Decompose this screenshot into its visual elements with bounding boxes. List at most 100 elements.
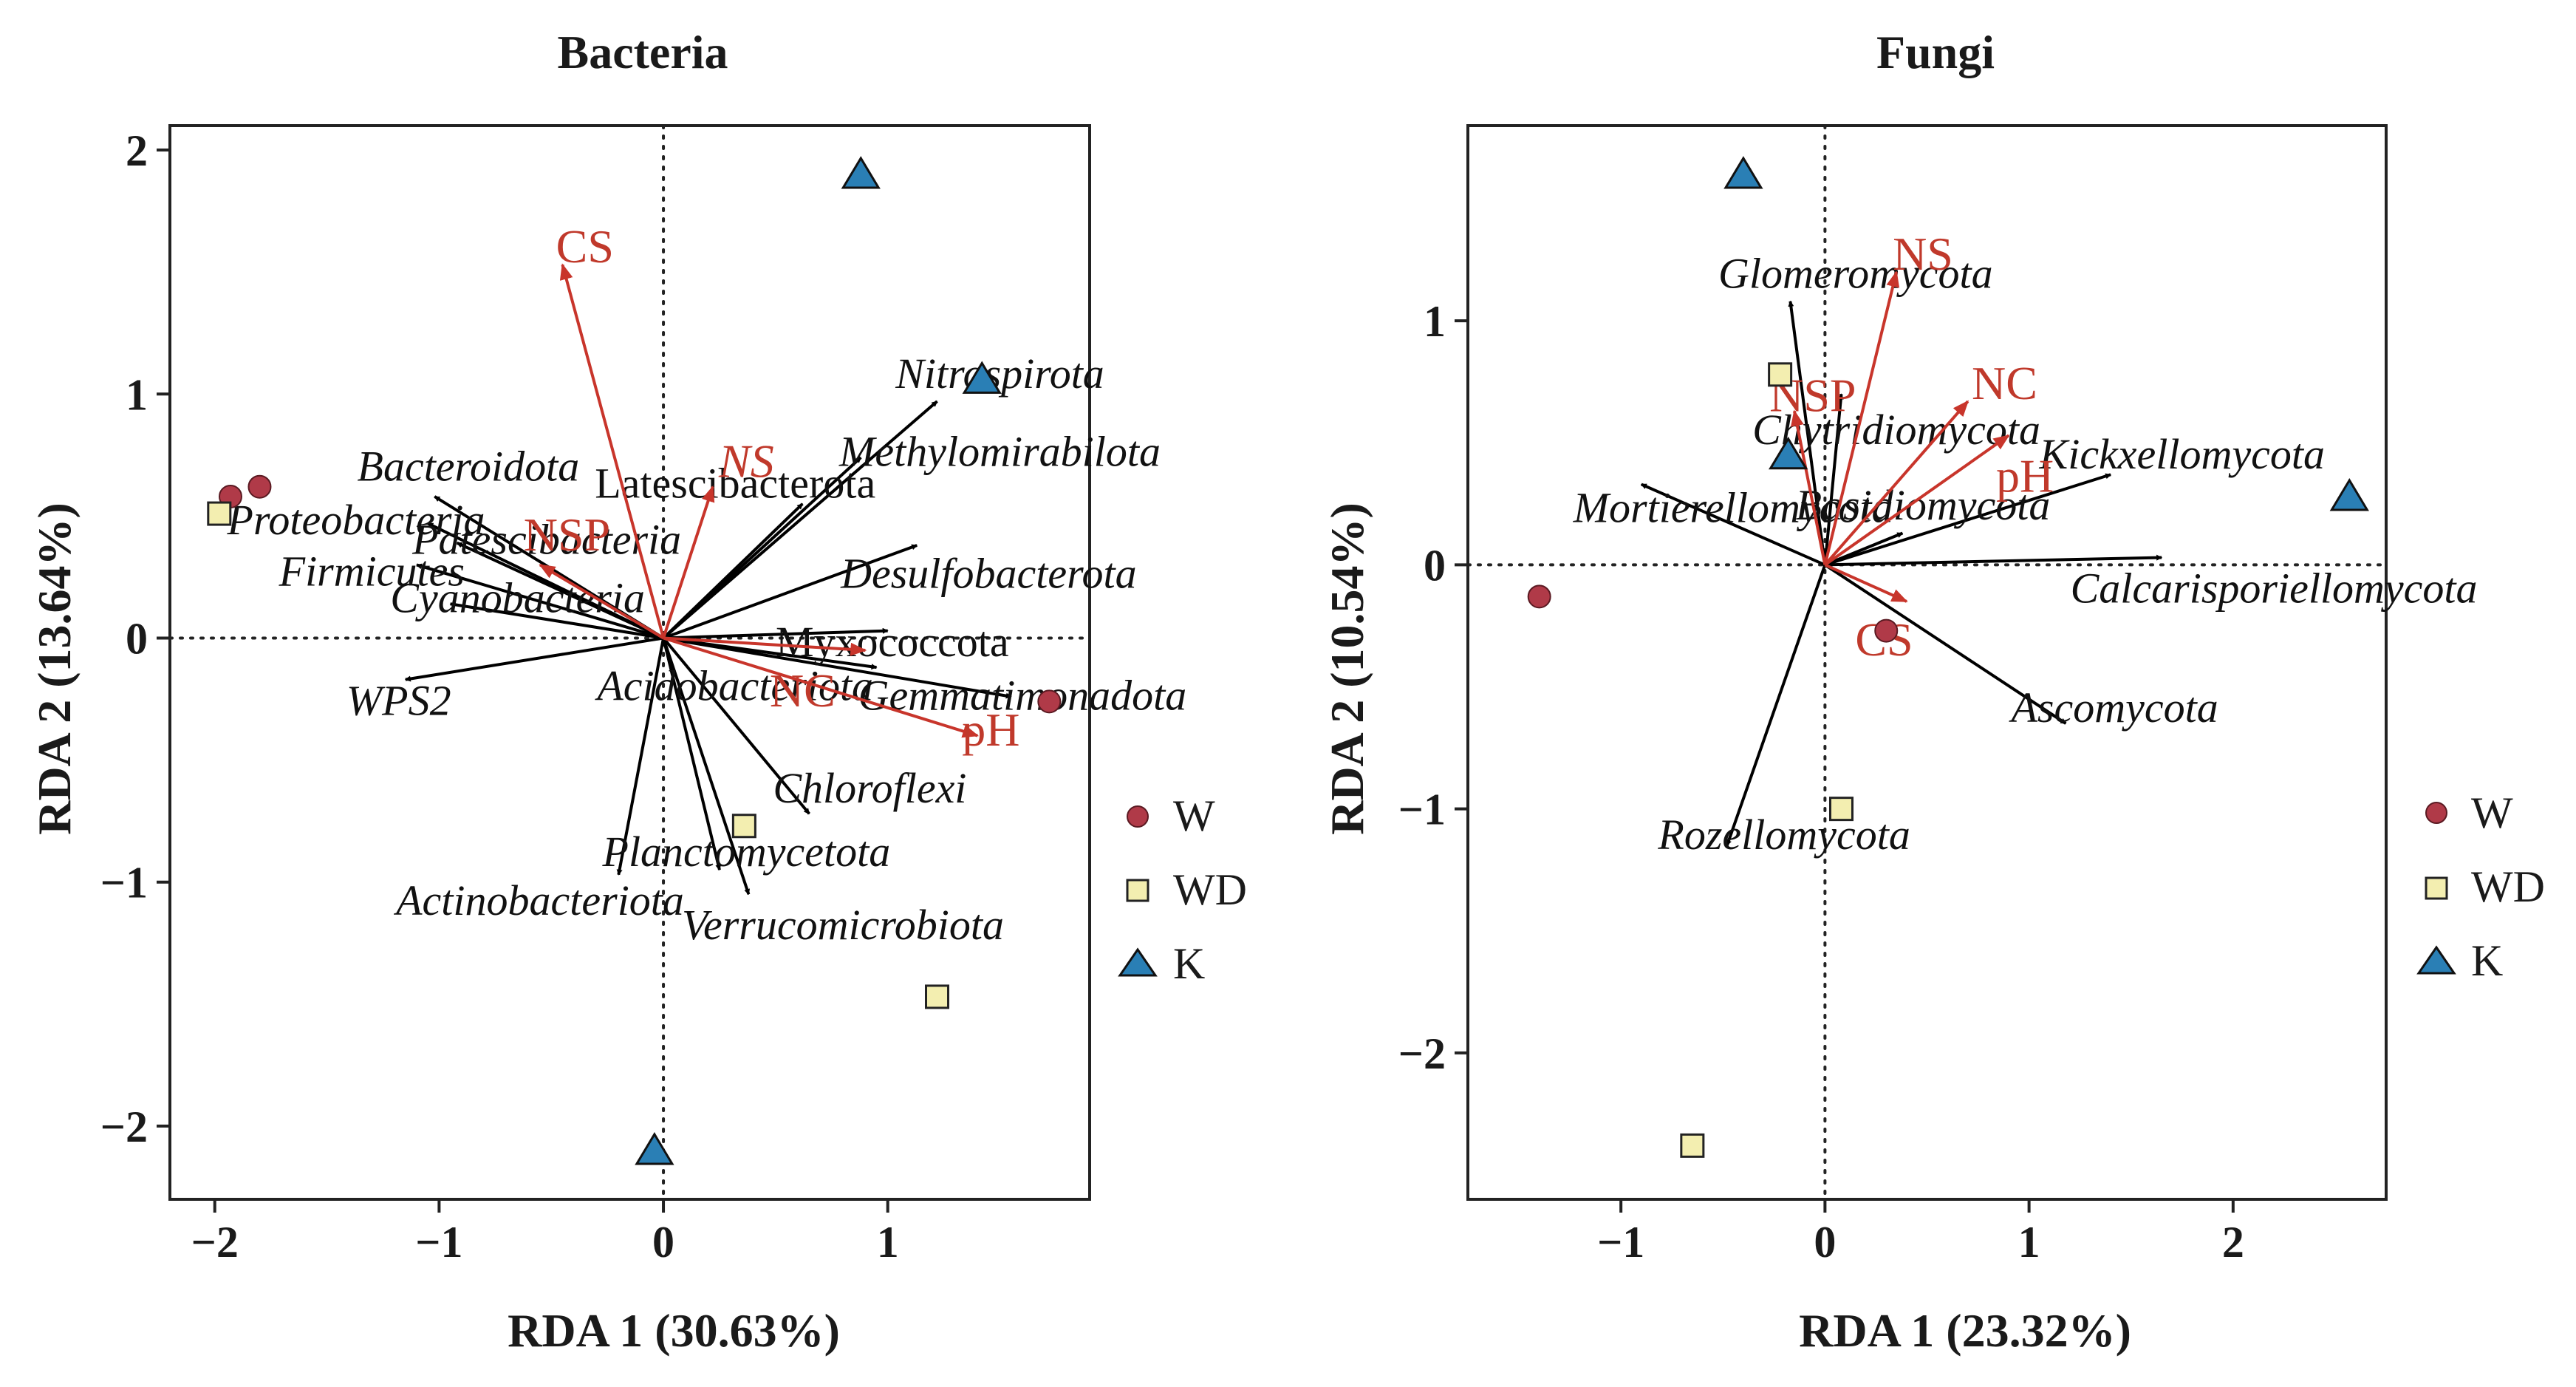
env-arrow-nsp: [1791, 409, 1827, 565]
sample-wd-point: [1828, 797, 1854, 822]
sample-k-point: [1723, 156, 1763, 189]
env-label-nc: NC: [1972, 357, 2037, 409]
y-tick-label: 1: [1424, 297, 1446, 346]
taxon-arrow-actinobacteriota: [616, 638, 666, 876]
taxon-label-myxococcota: Myxococcota: [776, 618, 1009, 666]
env-label-nsp: NSP: [524, 508, 610, 561]
env-label-cs: CS: [556, 220, 614, 273]
x-tick-label: −1: [415, 1218, 462, 1267]
taxon-arrow-basidiomycota: [1824, 531, 1904, 567]
taxon-arrow-gemmatimonadota: [663, 636, 1012, 699]
taxon-arrow-latescibacterota: [662, 502, 804, 639]
x-tick-label: 2: [2222, 1218, 2244, 1267]
taxon-arrow-acidobacteriota: [663, 636, 878, 670]
env-arrow-nc: [1823, 400, 1969, 566]
y-tick-label: −2: [100, 1103, 148, 1151]
legend-wd-label: WD: [1173, 865, 1247, 914]
taxon-label-desulfobacterota: Desulfobacterota: [840, 550, 1137, 598]
fungi-samples: [1527, 156, 2369, 1158]
bacteria-x-axis: −2 −1 0 1: [191, 1199, 899, 1267]
fungi-panel: Fungi −1 0 1 2 −2 −1 0 1 GlomeromycotaChytridi…: [1321, 26, 2478, 1357]
y-tick-label: −2: [1398, 1029, 1446, 1078]
env-label-ns: NS: [718, 435, 774, 488]
sample-wd-point: [207, 501, 232, 526]
env-arrow-ns: [662, 485, 715, 639]
bacteria-taxa-arrows: Nitrospirota MethylomirabilotaLatescibact…: [227, 350, 1187, 949]
taxon-arrow-patescibacteria: [456, 541, 664, 640]
taxon-arrow-rozellomycota: [1725, 564, 1827, 847]
sample-k-point: [841, 156, 881, 189]
fungi-taxa-arrows: GlomeromycotaChytridiomycotaKickxellomyc…: [1573, 249, 2478, 859]
legend-k-marker: [2416, 945, 2456, 975]
legend-wd-label: WD: [2471, 862, 2545, 911]
y-tick-label: 0: [1424, 541, 1446, 590]
sample-w-point: [247, 474, 272, 499]
sample-k-point: [635, 1132, 674, 1165]
taxon-arrow-glomeromycota: [1788, 300, 1827, 565]
sample-wd-point: [1680, 1133, 1705, 1158]
legend-w-label: W: [1173, 791, 1215, 840]
taxon-arrow-nitrospirota: [662, 400, 938, 639]
taxon-arrow-wps2: [404, 636, 664, 682]
taxon-arrow-kickxellomycota: [1824, 473, 2112, 567]
taxon-label-rozellomycota: Rozellomycota: [1657, 811, 1910, 859]
sample-k-point: [2329, 478, 2369, 511]
taxon-label-kickxellomycota: Kickxellomycota: [2039, 430, 2326, 478]
env-label-ph: pH: [1996, 450, 2054, 502]
taxon-arrow-firmicutes: [416, 563, 664, 640]
fungi-title: Fungi: [1876, 26, 1995, 78]
legend-w-label: W: [2471, 788, 2513, 837]
bacteria-env-arrows: CS NS NSP NC pH: [524, 220, 1020, 756]
bacteria-x-label: RDA 1 (30.63%): [508, 1304, 840, 1357]
legend-wd-marker: [2425, 876, 2448, 900]
env-arrow-nsp: [539, 563, 665, 640]
sample-wd-point: [1768, 362, 1793, 387]
x-tick-label: 0: [1814, 1218, 1836, 1267]
fungi-plot-frame: [1466, 124, 2388, 1201]
taxon-label-acidobacteriota: Acidobacteriota: [594, 662, 873, 710]
bacteria-zero-lines: [168, 124, 1091, 1201]
legend-k-marker: [1118, 947, 1158, 977]
y-tick-label: −1: [100, 859, 148, 907]
env-arrow-ns: [1823, 270, 1900, 565]
fungi-y-label: RDA 2 (10.54%): [1321, 502, 1373, 835]
fungi-y-axis: −2 −1 0 1: [1398, 297, 1468, 1078]
taxon-label-actinobacteriota: Actinobacteriota: [393, 876, 684, 924]
bacteria-samples: [207, 156, 1062, 1165]
taxon-arrow-ascomycota: [1824, 563, 2067, 725]
env-label-ph: pH: [962, 703, 1019, 756]
fungi-x-label: RDA 1 (23.32%): [1799, 1304, 2131, 1357]
sample-k-point: [1769, 436, 1808, 470]
env-label-nc: NC: [770, 664, 836, 717]
env-arrow-ph: [663, 636, 980, 738]
env-arrow-nc: [663, 636, 867, 656]
sample-wd-point: [925, 984, 950, 1009]
taxon-arrow-verrucomicrobiota: [662, 637, 751, 896]
fungi-legend: W WD K: [2416, 788, 2545, 985]
env-arrow-ph: [1824, 434, 2010, 567]
taxon-arrow-mortierellomycota: [1640, 483, 1826, 567]
y-tick-label: 1: [126, 370, 148, 419]
bacteria-plot-frame: [168, 124, 1091, 1201]
taxon-label-proteobacteria: Proteobacteria: [227, 496, 485, 544]
sample-k-point: [962, 361, 1002, 394]
taxon-arrow-chloroflexi: [662, 637, 810, 815]
x-tick-label: 1: [2018, 1218, 2040, 1267]
fungi-zero-lines: [1466, 124, 2388, 1201]
sample-wd-point: [731, 814, 756, 839]
taxon-arrow-cyanobacteria: [449, 602, 664, 640]
taxon-label-methylomirabilota: Methylomirabilota: [838, 428, 1161, 476]
bacteria-y-axis: −2 −1 0 1 2: [100, 126, 170, 1151]
taxon-label-calcarisporiellomycota: Calcarisporiellomycota: [2071, 564, 2478, 612]
y-tick-label: 2: [126, 126, 148, 175]
legend-k-label: K: [2471, 936, 2503, 985]
fungi-x-axis: −1 0 1 2: [1597, 1199, 2244, 1267]
taxon-label-verrucomicrobiota: Verrucomicrobiota: [682, 901, 1004, 949]
sample-w-point: [1527, 585, 1551, 609]
taxon-label-wps2: WPS2: [346, 676, 451, 724]
taxon-arrow-myxococcota: [663, 627, 889, 640]
legend-k-label: K: [1173, 939, 1205, 988]
legend-w-marker: [1127, 805, 1149, 828]
taxon-arrow-planctomycetota: [662, 638, 722, 871]
